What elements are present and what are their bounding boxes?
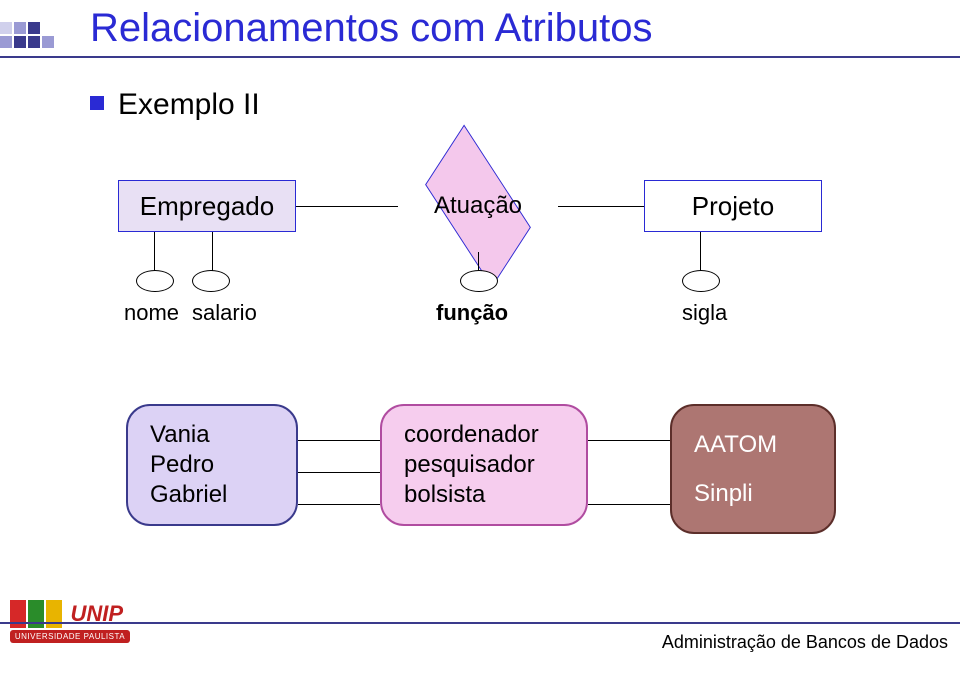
edge-empregado-nome [154,232,155,272]
example-function: coordenador [404,420,564,450]
title-underline [0,56,960,58]
footer-text: Administração de Bancos de Dados [662,632,948,653]
edge-atuacao-funcao [478,252,479,272]
page-title: Relacionamentos com Atributos [90,6,653,51]
attribute-label-sigla: sigla [682,300,727,326]
attribute-label-funcao: função [436,300,508,326]
entity-empregado: Empregado [118,180,296,232]
edge-fun-proj-2 [588,504,670,505]
relationship-label: Atuação [394,158,562,254]
example-function: bolsista [404,480,564,510]
edge-empregado-salario [212,232,213,272]
attribute-oval-sigla [682,270,720,292]
relationship-atuacao: Atuação [394,158,562,254]
edge-fun-proj-1 [588,440,670,441]
example-employee: Vania [150,420,274,450]
edge-atuacao-projeto [558,206,644,207]
edge-emp-fun-3 [298,504,380,505]
attribute-label-salario: salario [192,300,257,326]
decorative-squares [0,22,56,50]
edge-projeto-sigla [700,232,701,272]
attribute-oval-salario [192,270,230,292]
example-employees-box: Vania Pedro Gabriel [126,404,298,526]
footer-line [0,622,960,624]
example-functions-box: coordenador pesquisador bolsista [380,404,588,526]
logo-unip: UNIP UNIVERSIDADE PAULISTA [10,600,130,656]
edge-emp-fun-1 [298,440,380,441]
edge-empregado-atuacao [296,206,398,207]
example-employee: Pedro [150,450,274,480]
subtitle: Exemplo II [90,88,260,122]
example-project: Sinpli [694,479,812,509]
edge-emp-fun-2 [298,472,380,473]
logo-subtitle: UNIVERSIDADE PAULISTA [10,630,130,643]
entity-projeto: Projeto [644,180,822,232]
attribute-oval-nome [136,270,174,292]
example-project: AATOM [694,430,812,460]
attribute-oval-funcao [460,270,498,292]
example-employee: Gabriel [150,480,274,510]
example-projects-box: AATOM Sinpli [670,404,836,534]
attribute-label-nome: nome [124,300,179,326]
example-function: pesquisador [404,450,564,480]
